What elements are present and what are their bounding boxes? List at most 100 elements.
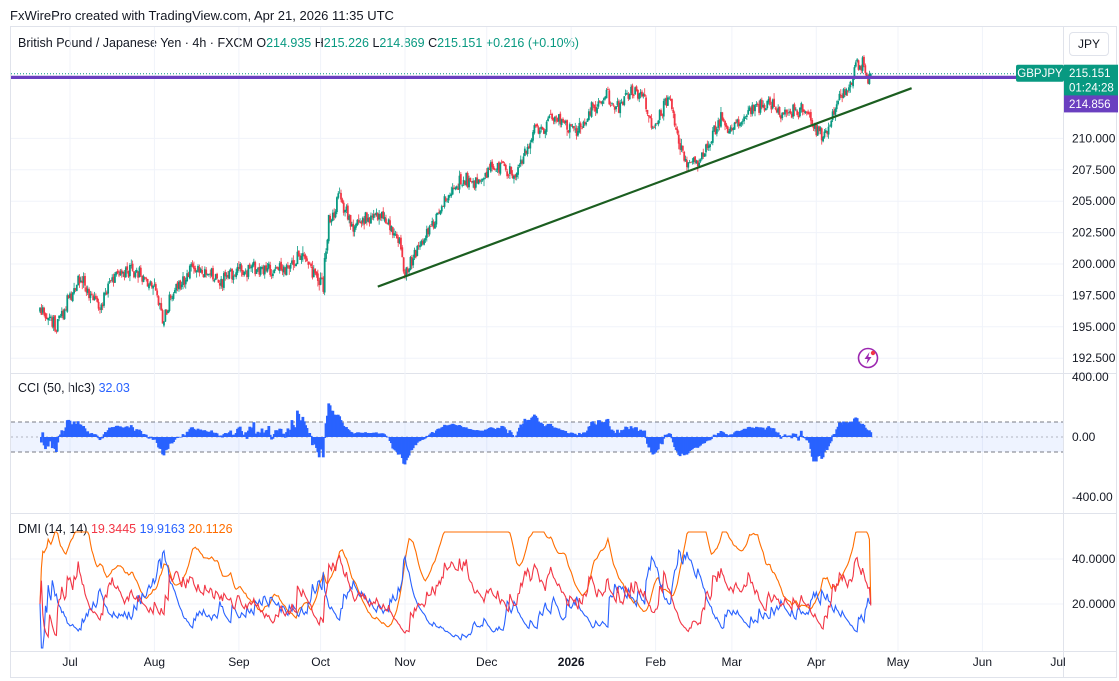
candle xyxy=(842,87,845,99)
candle xyxy=(820,127,823,145)
candle xyxy=(623,96,626,107)
dmi-lines[interactable] xyxy=(39,531,872,649)
candle xyxy=(157,295,160,307)
candle xyxy=(722,117,725,123)
candle xyxy=(336,196,338,215)
horizontal-price-line[interactable] xyxy=(11,73,1063,80)
candle xyxy=(619,99,622,118)
cci-bar xyxy=(268,434,272,437)
candle xyxy=(370,212,372,224)
cci-bar xyxy=(616,429,619,437)
candle xyxy=(710,140,713,145)
candlestick-series[interactable] xyxy=(39,55,872,334)
candle xyxy=(315,271,318,278)
cci-value: 32.03 xyxy=(98,381,130,395)
candle xyxy=(592,101,594,111)
candle xyxy=(179,279,182,291)
cci-bar xyxy=(797,437,800,441)
candle xyxy=(461,183,464,188)
candle xyxy=(222,271,225,291)
candle xyxy=(707,141,710,151)
candle xyxy=(307,261,310,269)
cci-bar xyxy=(663,434,667,437)
candle xyxy=(334,209,337,219)
price-axis[interactable]: 192.500 195.000 197.500 200.000 202.500 205.0… xyxy=(1072,131,1116,611)
candle xyxy=(666,95,669,107)
candle xyxy=(718,118,721,131)
candle xyxy=(688,159,691,164)
candle xyxy=(793,102,796,117)
candle xyxy=(839,89,842,99)
candle xyxy=(604,95,607,101)
line-price-badge: 214.856 xyxy=(1064,95,1118,113)
currency-button[interactable]: JPY xyxy=(1069,32,1109,56)
candle xyxy=(528,143,530,150)
candle xyxy=(496,162,499,174)
time-tick-label: Sep xyxy=(228,655,250,669)
candle xyxy=(838,90,841,101)
candle xyxy=(856,58,859,63)
candle xyxy=(686,156,688,172)
candle xyxy=(417,241,420,250)
candle xyxy=(331,209,334,222)
symbol-description[interactable]: British Pound / Japanese Yen · 4h · FXCM xyxy=(18,36,253,50)
candle xyxy=(487,166,489,179)
candle xyxy=(483,176,485,187)
candle xyxy=(408,268,410,274)
candle xyxy=(769,96,771,107)
candle xyxy=(280,257,282,271)
candle xyxy=(468,175,470,190)
candle xyxy=(442,205,445,207)
candle xyxy=(69,291,71,300)
candle xyxy=(504,163,507,172)
cci-label[interactable]: CCI (50, hlc3) xyxy=(18,381,96,395)
candle xyxy=(474,177,477,191)
candle xyxy=(593,104,596,112)
cci-bar xyxy=(384,435,388,437)
candle xyxy=(300,253,303,264)
candle xyxy=(258,263,261,278)
candle xyxy=(295,263,297,267)
candle xyxy=(47,318,50,326)
candle xyxy=(596,104,598,115)
candle xyxy=(167,309,169,314)
trendline[interactable] xyxy=(377,87,913,288)
candle xyxy=(55,329,58,334)
candle xyxy=(227,271,229,280)
candle xyxy=(762,100,765,109)
candle xyxy=(244,268,247,275)
candle xyxy=(421,238,424,246)
candle xyxy=(549,109,552,115)
price-badges: GBPJPY 215.151 01:24:28 214.856 xyxy=(1016,64,1118,113)
candle xyxy=(221,278,224,291)
cci-bar xyxy=(101,437,105,439)
candle xyxy=(184,277,187,289)
symbol-badge: GBPJPY xyxy=(1016,64,1064,82)
countdown-timer: 01:24:28 xyxy=(1069,83,1114,95)
candle xyxy=(679,138,682,155)
candle xyxy=(255,268,258,274)
candle xyxy=(803,109,805,115)
candle xyxy=(740,121,743,127)
candle xyxy=(582,120,585,128)
candle xyxy=(115,271,118,277)
candle xyxy=(89,290,92,304)
cci-bar xyxy=(794,433,798,437)
candle xyxy=(624,89,627,97)
time-axis[interactable]: Jul Aug Sep Oct Nov Dec 2026 Feb Mar Apr May Jun Jul xyxy=(62,655,1065,669)
lightning-icon[interactable] xyxy=(857,347,879,369)
cci-histogram[interactable] xyxy=(40,403,873,465)
candle xyxy=(65,306,67,311)
candle xyxy=(325,248,327,262)
candle xyxy=(190,262,193,272)
candle xyxy=(156,288,159,298)
price-tick-label: 195.000 xyxy=(1072,320,1116,334)
plus-di-line xyxy=(39,554,872,639)
candle xyxy=(360,220,363,228)
candle xyxy=(282,264,285,277)
candle xyxy=(41,305,44,315)
candle xyxy=(455,185,458,190)
candle xyxy=(653,125,656,129)
candle xyxy=(67,294,70,299)
